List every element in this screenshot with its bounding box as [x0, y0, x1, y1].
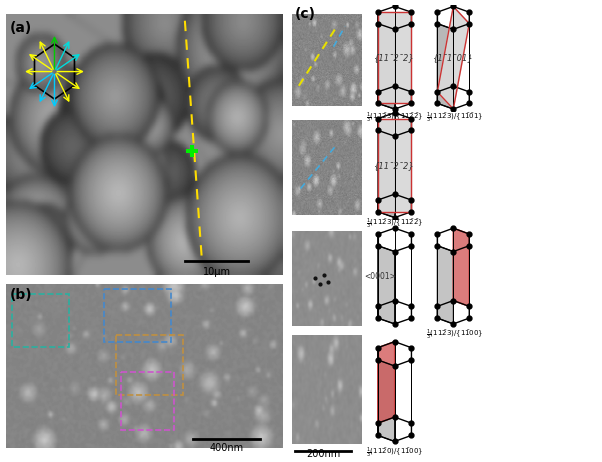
Polygon shape: [378, 246, 394, 324]
Polygon shape: [378, 12, 411, 103]
Polygon shape: [453, 228, 470, 306]
Text: {11¯2¯2}: {11¯2¯2}: [374, 161, 415, 170]
Text: <0001>: <0001>: [364, 272, 396, 280]
Text: $\frac{1}{3}(11\bar{2}3)/\{1\bar{1}00\}$: $\frac{1}{3}(11\bar{2}3)/\{1\bar{1}00\}$: [426, 328, 483, 342]
Polygon shape: [437, 24, 453, 109]
Text: 200nm: 200nm: [306, 449, 340, 459]
Polygon shape: [378, 130, 394, 218]
Polygon shape: [378, 119, 411, 212]
Text: {1¯1¯01}: {1¯1¯01}: [433, 53, 474, 62]
Text: $\frac{1}{3}(11\bar{2}0)/\{1\bar{1}00\}$: $\frac{1}{3}(11\bar{2}0)/\{1\bar{1}00\}$: [366, 446, 423, 460]
Text: (a): (a): [10, 21, 32, 35]
Text: $\frac{1}{3}(11\bar{2}3)/\{11\bar{2}\bar{2}\}$: $\frac{1}{3}(11\bar{2}3)/\{11\bar{2}\bar…: [366, 111, 423, 125]
Bar: [116, 334, 182, 395]
Bar: [12, 294, 69, 347]
Text: 10μm: 10μm: [203, 267, 231, 277]
Polygon shape: [378, 341, 395, 423]
Polygon shape: [437, 6, 470, 109]
Polygon shape: [437, 246, 453, 324]
Text: {11¯2¯2}: {11¯2¯2}: [374, 53, 415, 62]
Text: $\frac{1}{3}(11\bar{2}3)/\{1\bar{1}\bar{0}1\}$: $\frac{1}{3}(11\bar{2}3)/\{1\bar{1}\bar{…: [426, 111, 483, 125]
Text: (c): (c): [295, 7, 316, 21]
Bar: [104, 289, 171, 342]
Polygon shape: [378, 24, 394, 109]
Text: $\frac{1}{3}(11\bar{2}3)/\{11\bar{2}\bar{2}\}$: $\frac{1}{3}(11\bar{2}3)/\{11\bar{2}\bar…: [366, 217, 423, 231]
Text: 400nm: 400nm: [209, 443, 243, 453]
Bar: [122, 372, 175, 431]
Polygon shape: [378, 360, 394, 442]
Text: (b): (b): [10, 288, 32, 302]
